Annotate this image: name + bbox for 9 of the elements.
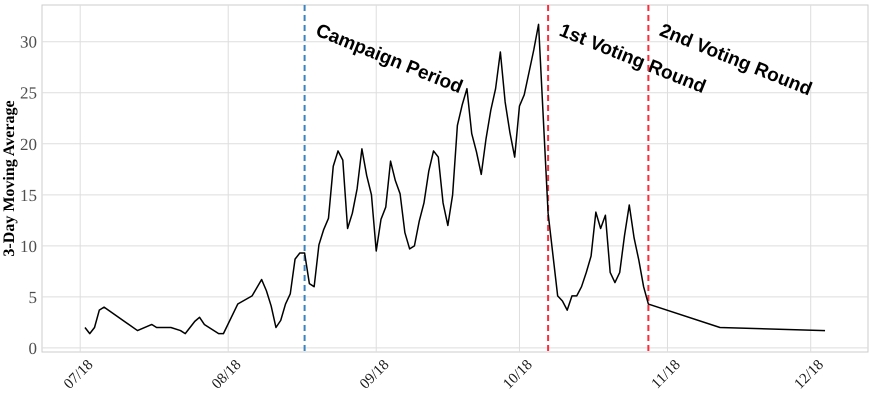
y-tick-label: 0: [28, 338, 37, 358]
y-tick-label: 20: [20, 134, 37, 154]
y-tick-label: 30: [20, 32, 37, 52]
y-tick-label: 25: [20, 84, 37, 103]
line-series: [84, 24, 826, 334]
y-tick-label: 5: [28, 288, 37, 307]
y-tick-label: 10: [20, 236, 37, 256]
y-tick-label: 15: [20, 186, 37, 205]
y-axis-title: 3-Day Moving Average: [1, 100, 18, 257]
